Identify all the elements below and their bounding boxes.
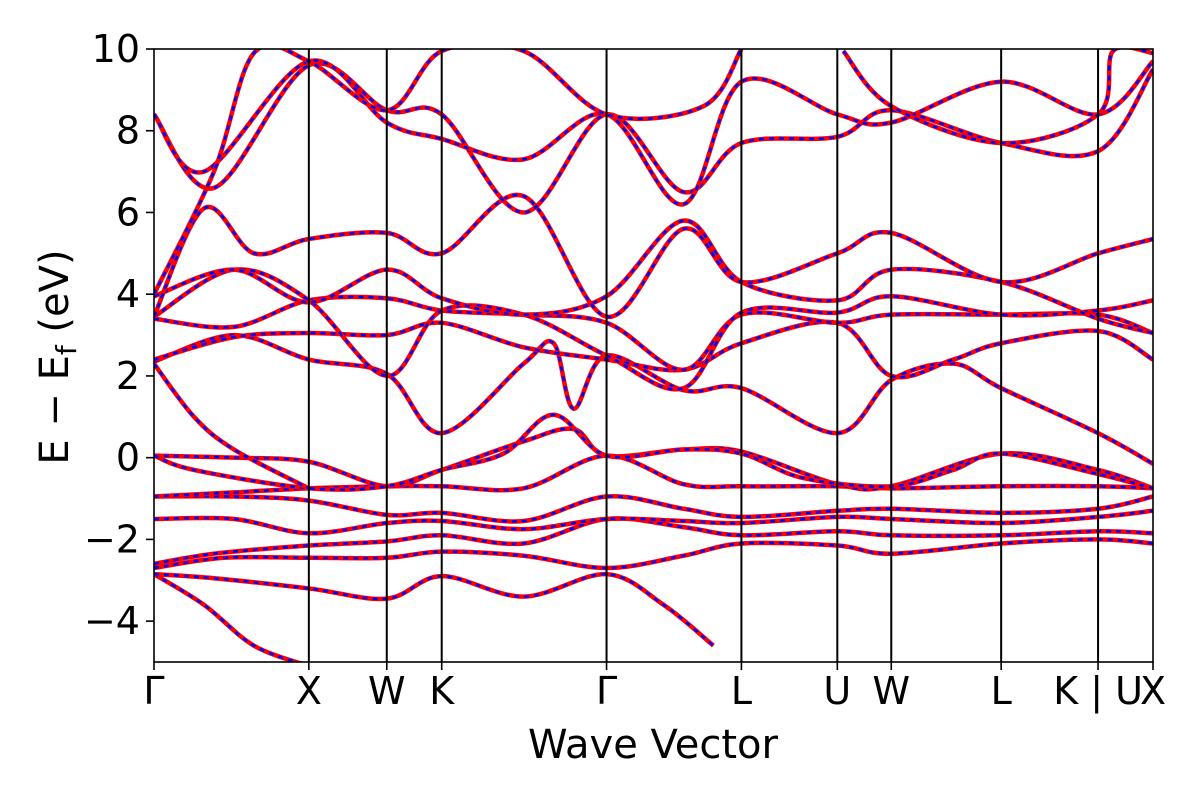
band-line-dashed-8 xyxy=(154,413,1153,491)
x-tick-label-6: U xyxy=(823,669,851,713)
x-tick-label-9: K | U xyxy=(1053,669,1143,714)
y-axis-label-unit: (eV) xyxy=(32,249,78,345)
band-line-solid-4 xyxy=(154,508,1153,536)
band-line-dashed-6 xyxy=(154,454,1153,498)
plot-frame xyxy=(153,48,1154,663)
band-line-dashed-0 xyxy=(154,573,301,662)
y-axis-label-subscript: f xyxy=(50,344,83,355)
x-tick-label-0: Γ xyxy=(143,669,164,713)
y-axis-label-main: E − E xyxy=(32,355,78,465)
band-line-dashed-2 xyxy=(154,538,1153,570)
x-tick-label-10: X xyxy=(1140,669,1166,713)
band-line-dashed-3 xyxy=(154,517,1153,566)
y-tick-label-2: 0 xyxy=(116,436,140,480)
band-line-dashed-10 xyxy=(154,333,1153,465)
x-tick-label-3: K xyxy=(429,669,455,713)
band-line-dashed-9 xyxy=(154,362,310,490)
y-tick-label-0: −4 xyxy=(84,599,140,643)
band-line-dashed-17 xyxy=(154,59,1153,206)
y-axis-ticks: −4 −2 0 2 4 6 8 10 xyxy=(84,27,154,643)
x-axis-label: Wave Vector xyxy=(528,722,779,768)
y-tick-label-7: 10 xyxy=(92,27,140,71)
y-tick-label-1: −2 xyxy=(84,517,140,561)
band-line-dashed-13 xyxy=(154,268,1153,391)
x-tick-label-5: L xyxy=(731,669,752,713)
y-tick-label-3: 2 xyxy=(116,354,140,398)
y-tick-label-6: 8 xyxy=(116,109,140,153)
band-line-solid-18 xyxy=(154,49,744,296)
y-tick-label-5: 6 xyxy=(116,190,140,234)
y-axis-label: E − Ef (eV) xyxy=(32,249,83,464)
high-symmetry-lines xyxy=(307,49,1100,662)
x-tick-label-2: W xyxy=(368,669,406,713)
x-tick-label-8: L xyxy=(991,669,1012,713)
x-tick-label-1: X xyxy=(296,669,322,713)
x-tick-label-7: W xyxy=(872,669,910,713)
band-line-dashed-5 xyxy=(154,494,1153,523)
band-line-dashed-19 xyxy=(842,49,1153,145)
x-tick-label-4: Γ xyxy=(596,669,617,713)
y-tick-label-4: 4 xyxy=(116,272,140,316)
